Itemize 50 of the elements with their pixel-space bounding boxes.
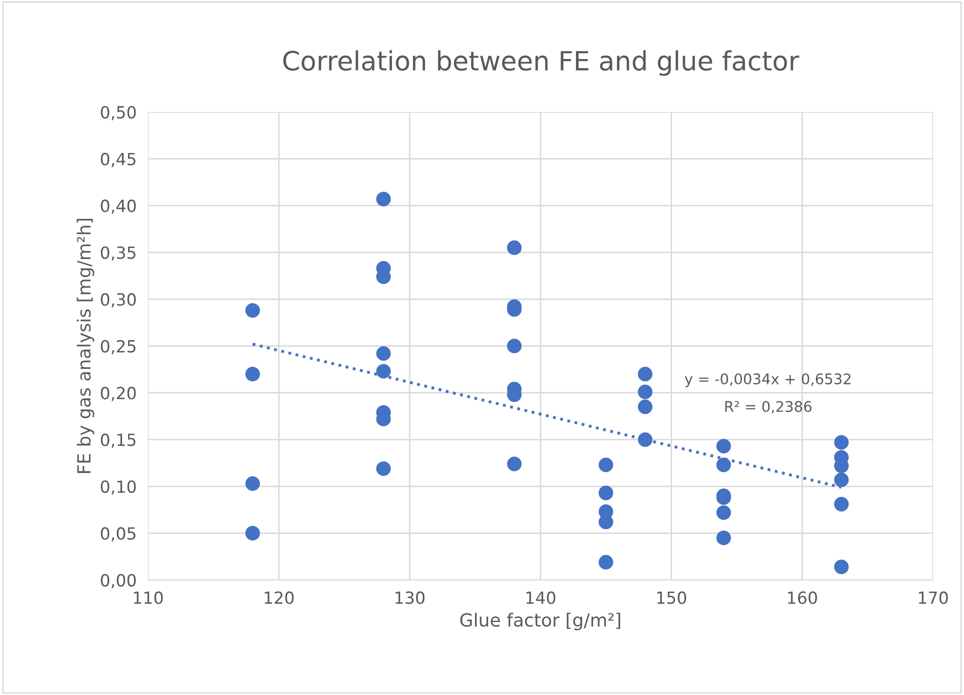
chart-title: Correlation between FE and glue factor: [283, 50, 800, 76]
point: [834, 560, 849, 574]
point: [834, 496, 849, 512]
x-tick-label: 170: [918, 591, 948, 604]
y-tick-label: 0,50: [100, 106, 136, 120]
point: [638, 366, 652, 382]
point: [834, 472, 849, 488]
x-tick-label: 110: [134, 591, 163, 604]
point: [598, 458, 614, 472]
point: [245, 526, 260, 540]
y-tick-label: 0,40: [100, 200, 136, 214]
point: [598, 486, 614, 500]
point: [598, 514, 614, 530]
y-axis-title: FE by gas analysis [mg/m²h]: [76, 218, 94, 473]
point: [245, 476, 260, 491]
x-tick-label: 130: [396, 591, 424, 604]
x-tick-label: 140: [526, 591, 556, 604]
point: [638, 432, 652, 447]
y-tick-label: 0,35: [100, 246, 136, 261]
point: [638, 400, 652, 414]
point: [638, 384, 652, 400]
x-axis-title: Glue factor [g/m²]: [460, 612, 620, 630]
x-tick-label: 150: [657, 591, 686, 604]
point: [507, 338, 522, 354]
y-tick-label: 0,30: [100, 293, 136, 308]
point: [716, 505, 731, 520]
x-tick-label: 160: [788, 591, 817, 604]
point: [507, 240, 522, 256]
x-tick-label: 120: [264, 591, 294, 604]
y-tick-label: 0,25: [100, 340, 136, 354]
point: [598, 554, 614, 570]
point: [716, 438, 731, 454]
y-tick-label: 0,20: [100, 386, 136, 402]
annotation: y = -0,0034x + 0,6532: [684, 373, 850, 388]
point: [376, 192, 391, 206]
point: [834, 435, 849, 450]
point: [716, 458, 731, 472]
y-tick-label: 0,15: [100, 434, 136, 448]
y-tick-label: 0,05: [100, 527, 136, 542]
point: [376, 461, 391, 476]
y-tick-label: 0,00: [100, 574, 136, 588]
point: [716, 530, 731, 546]
point: [245, 303, 260, 318]
point: [507, 456, 522, 472]
point: [376, 346, 391, 361]
annotation: R² = 0,2386: [725, 400, 812, 414]
point: [245, 366, 260, 382]
point: [376, 364, 391, 379]
y-tick-label: 0,45: [100, 152, 136, 168]
y-tick-label: 0,10: [100, 480, 136, 495]
